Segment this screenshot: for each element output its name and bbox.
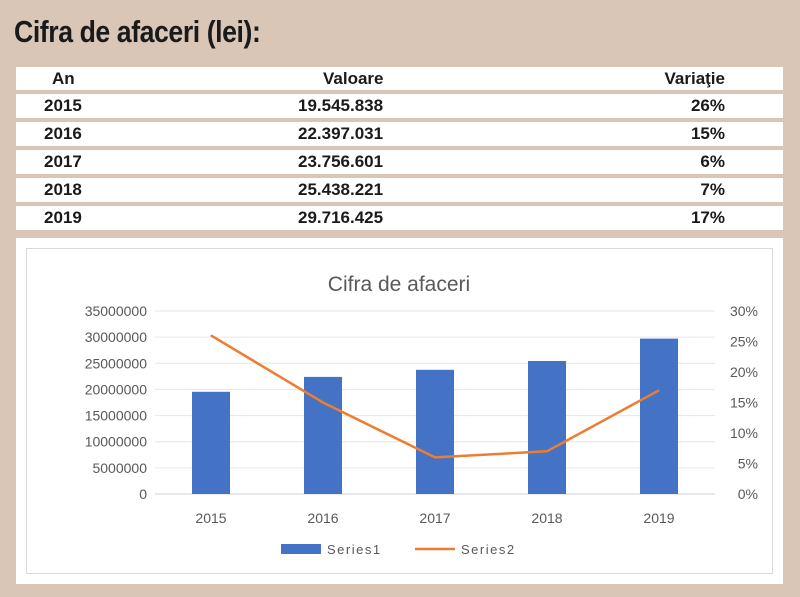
cell-valoare: 19.545.838 — [298, 96, 384, 115]
header-variatie: Variaţie — [664, 68, 726, 88]
line-point-2018 — [546, 450, 548, 452]
cell-variatie: 7% — [700, 180, 725, 199]
line-point-2015 — [210, 334, 212, 336]
cell-an: 2018 — [44, 180, 82, 199]
y-right-tick-label: 30% — [730, 303, 758, 319]
x-tick-label: 2017 — [419, 510, 450, 526]
bar-2019 — [640, 338, 678, 494]
table-header-row: An Valoare Variaţie — [16, 67, 783, 90]
x-tick-label: 2018 — [531, 510, 562, 526]
bar-2018 — [528, 360, 566, 494]
cell-valoare: 23.756.601 — [298, 152, 384, 171]
y-left-tick-label: 30000000 — [85, 329, 148, 345]
cell-an: 2016 — [44, 124, 82, 143]
legend-series1-label: Series1 — [327, 542, 382, 557]
bar-2015 — [192, 391, 230, 494]
y-right-tick-label: 10% — [730, 425, 758, 441]
table-row: 2016 22.397.031 15% — [16, 122, 783, 146]
x-tick-label: 2015 — [195, 510, 226, 526]
cell-variatie: 26% — [690, 96, 725, 115]
cell-variatie: 17% — [690, 208, 725, 227]
cell-variatie: 15% — [690, 124, 725, 143]
x-tick-label: 2019 — [643, 510, 674, 526]
y-left-tick-label: 15000000 — [85, 408, 148, 424]
bar-2016 — [304, 376, 342, 494]
y-right-tick-label: 0% — [738, 486, 758, 502]
legend-series1-swatch — [281, 544, 321, 554]
y-left-tick-label: 5000000 — [92, 460, 147, 476]
x-tick-label: 2016 — [307, 510, 338, 526]
data-table: An Valoare Variaţie 2015 19.545.838 26% … — [16, 67, 783, 234]
y-left-tick-label: 20000000 — [85, 381, 148, 397]
line-point-2019 — [658, 389, 660, 391]
cell-valoare: 29.716.425 — [298, 208, 384, 227]
combo-chart: Cifra de afaceri 0 5000000 10000000 1500000… — [85, 273, 758, 557]
y-left-tick-label: 0 — [139, 486, 147, 502]
line-point-2016 — [322, 402, 324, 403]
y-left-tick-label: 10000000 — [85, 434, 148, 450]
cell-variatie: 6% — [700, 152, 725, 171]
y-right-tick-label: 15% — [730, 395, 758, 411]
cell-an: 2015 — [44, 96, 82, 115]
chart-panel: Cifra de afaceri 0 5000000 10000000 1500000… — [16, 238, 783, 584]
line-point-2017 — [434, 456, 436, 458]
table-row: 2017 23.756.601 6% — [16, 150, 783, 174]
header-an: An — [52, 68, 75, 88]
cell-an: 2019 — [44, 208, 82, 227]
bar-2017 — [416, 369, 454, 494]
table-row: 2019 29.716.425 17% — [16, 206, 783, 230]
chart-title: Cifra de afaceri — [328, 273, 470, 296]
page-title: Cifra de afaceri (lei): — [14, 14, 261, 49]
legend-series2-label: Series2 — [461, 542, 516, 557]
cell-an: 2017 — [44, 152, 82, 171]
chart-frame: Cifra de afaceri 0 5000000 10000000 1500000… — [26, 248, 773, 574]
y-left-tick-label: 25000000 — [85, 355, 148, 371]
y-right-tick-label: 5% — [738, 456, 758, 472]
cell-valoare: 22.397.031 — [298, 124, 384, 143]
y-right-tick-label: 20% — [730, 364, 758, 380]
y-left-tick-label: 35000000 — [85, 303, 148, 319]
y-right-tick-label: 25% — [730, 334, 758, 350]
cell-valoare: 25.438.221 — [298, 180, 384, 199]
table-row: 2018 25.438.221 7% — [16, 178, 783, 202]
table-row: 2015 19.545.838 26% — [16, 94, 783, 118]
header-valoare: Valoare — [323, 68, 384, 88]
